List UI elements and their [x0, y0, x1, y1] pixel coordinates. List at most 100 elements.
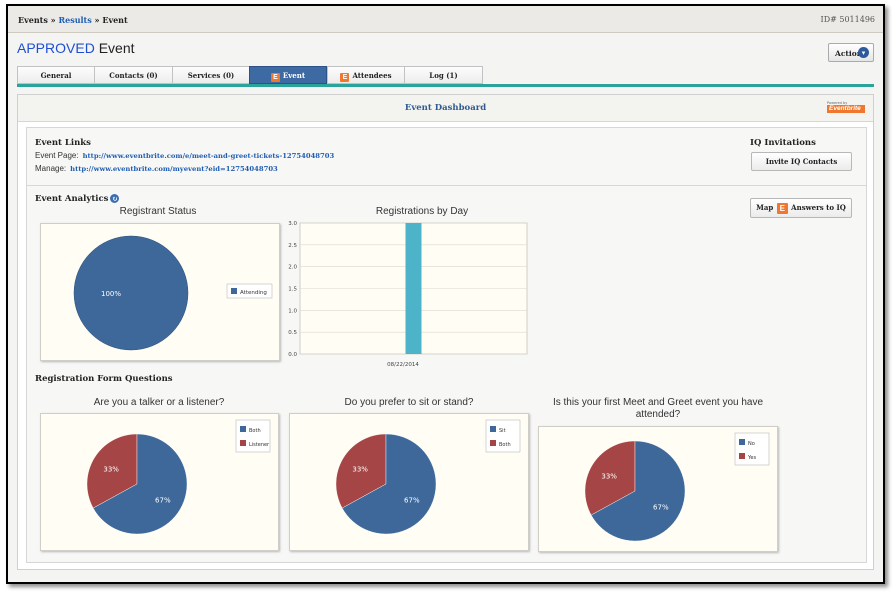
breadcrumb-results-link[interactable]: Results — [58, 15, 92, 25]
breadcrumb-current: Event — [102, 15, 128, 25]
top-bar: Events » Results » Event ID# 5011496 — [8, 6, 883, 33]
chevron-down-icon: ▾ — [858, 47, 869, 58]
y-tick-label: 2.5 — [288, 243, 297, 249]
tab-log[interactable]: Log (1) — [404, 66, 483, 84]
breadcrumb: Events » Results » Event — [18, 15, 128, 25]
legend-swatch — [231, 288, 237, 294]
legend-swatch — [490, 426, 496, 432]
legend: Attending — [226, 283, 273, 299]
chart-title: Are you a talker or a listener? — [93, 397, 225, 408]
pie-label: 67% — [155, 496, 171, 504]
tab-services[interactable]: Services (0) — [172, 66, 250, 84]
breadcrumb-events[interactable]: Events — [18, 15, 48, 25]
iq-invitations-title: IQ Invitations — [750, 138, 816, 148]
pie-chart-svg: 100% Attending — [73, 235, 273, 351]
pie-label: 33% — [103, 466, 119, 474]
chart-title: Registrations by Day — [375, 206, 469, 217]
legend-box — [485, 419, 521, 453]
pie-chart-svg: 33% 67% Sit Both — [335, 419, 521, 535]
pie-chart-svg: 33% 67% No Yes — [584, 432, 770, 542]
tab-underline — [17, 84, 874, 87]
dashboard-panel: Event Dashboard Powered by Eventbrite Ev… — [17, 94, 874, 570]
eventbrite-logo: Powered by Eventbrite — [827, 101, 865, 115]
tab-attendees[interactable]: E Attendees — [327, 66, 405, 84]
eventbrite-icon: E — [340, 73, 350, 82]
y-tick-label: 0.0 — [288, 352, 297, 358]
dashboard-content: Event Links Event Page: http://www.eventb… — [26, 127, 867, 563]
x-tick-label: 08/22/2014 — [387, 362, 419, 368]
action-button-label: Action — [835, 49, 863, 58]
bar — [405, 223, 422, 354]
pie-label: 67% — [653, 503, 669, 511]
pie-label: 100% — [101, 290, 121, 298]
record-type: Event — [98, 40, 135, 56]
legend-label: Listener — [249, 442, 270, 448]
registrations-by-day-chart: 0.0 0.5 1.0 1.5 2.0 2.5 3.0 08/22/2014 — [278, 219, 533, 369]
legend-label: Attending — [240, 290, 267, 296]
app-window: Events » Results » Event ID# 5011496 APP… — [6, 4, 885, 584]
page-title: APPROVED Event — [17, 40, 135, 56]
pie-slice — [584, 440, 636, 516]
y-tick-label: 1.5 — [288, 287, 297, 293]
legend-label: Sit — [499, 428, 506, 434]
event-links-title: Event Links — [35, 138, 91, 148]
legend-swatch — [739, 453, 745, 459]
dashboard-title: Event Dashboard — [404, 103, 487, 113]
dashboard-header: Event Dashboard Powered by Eventbrite — [18, 95, 873, 122]
registration-form-questions-title: Registration Form Questions — [35, 374, 173, 384]
event-page-row: Event Page: http://www.eventbrite.com/e/m… — [35, 151, 334, 160]
bar-chart-svg: 0.0 0.5 1.0 1.5 2.0 2.5 3.0 08/22/2014 — [288, 221, 528, 368]
event-page-link[interactable]: http://www.eventbrite.com/e/meet-and-gre… — [82, 152, 335, 160]
eventbrite-icon: E — [270, 73, 280, 82]
pie-label: 33% — [352, 466, 368, 474]
pie-slice — [590, 440, 686, 542]
status-label: APPROVED — [17, 40, 95, 56]
breadcrumb-separator: » — [94, 15, 100, 25]
y-tick-label: 1.0 — [288, 308, 297, 314]
manage-label: Manage: — [35, 164, 67, 173]
pie-slice — [341, 433, 437, 535]
registrant-status-chart: 100% Attending — [40, 223, 280, 361]
bars — [405, 223, 422, 354]
pie-label: 67% — [404, 496, 420, 504]
legend-label: No — [748, 441, 755, 447]
y-tick-label: 3.0 — [288, 221, 297, 227]
y-tick-label: 2.0 — [288, 265, 297, 271]
first-event-chart: 33% 67% No Yes — [538, 426, 778, 552]
legend-box — [235, 419, 271, 453]
divider — [27, 185, 866, 186]
tab-contacts[interactable]: Contacts (0) — [94, 66, 173, 84]
y-tick-label: 0.5 — [288, 330, 297, 336]
tab-general[interactable]: General — [17, 66, 95, 84]
refresh-icon[interactable]: ↻ — [110, 194, 120, 203]
legend-swatch — [739, 439, 745, 445]
record-id: ID# 5011496 — [820, 15, 875, 24]
chart-title: Is this your first Meet and Greet event … — [552, 397, 764, 420]
map-answers-button[interactable]: Map E Answers to IQ — [750, 198, 852, 218]
breadcrumb-separator: » — [50, 15, 56, 25]
sit-stand-chart: 33% 67% Sit Both — [289, 413, 529, 551]
chart-title: Do you prefer to sit or stand? — [344, 397, 474, 408]
legend-box — [734, 432, 770, 466]
pie-slice — [335, 433, 387, 509]
invite-iq-contacts-button[interactable]: Invite IQ Contacts — [751, 152, 852, 171]
legend-label: Yes — [747, 455, 756, 461]
legend-swatch — [490, 440, 496, 446]
event-page-label: Event Page: — [35, 151, 79, 160]
pie-chart-svg: 33% 67% Both Listener — [86, 419, 271, 535]
legend-label: Both — [249, 428, 261, 434]
chart-title: Registrant Status — [119, 206, 197, 217]
legend-box — [226, 283, 273, 299]
legend-swatch — [240, 426, 246, 432]
tab-event[interactable]: E Event — [249, 66, 327, 84]
manage-row: Manage: http://www.eventbrite.com/myevent… — [35, 164, 278, 173]
manage-link[interactable]: http://www.eventbrite.com/myevent?eid=12… — [70, 165, 278, 173]
eventbrite-icon: E — [776, 203, 788, 214]
legend-label: Both — [499, 442, 511, 448]
y-axis-ticks: 0.0 0.5 1.0 1.5 2.0 2.5 3.0 — [288, 221, 297, 358]
event-analytics-title: Event Analytics ↻ — [35, 194, 120, 204]
pie-slice — [92, 433, 188, 535]
pie-slice-attending — [73, 235, 189, 351]
action-button[interactable]: Action ▾ — [828, 43, 874, 62]
pie-slice — [86, 433, 138, 509]
